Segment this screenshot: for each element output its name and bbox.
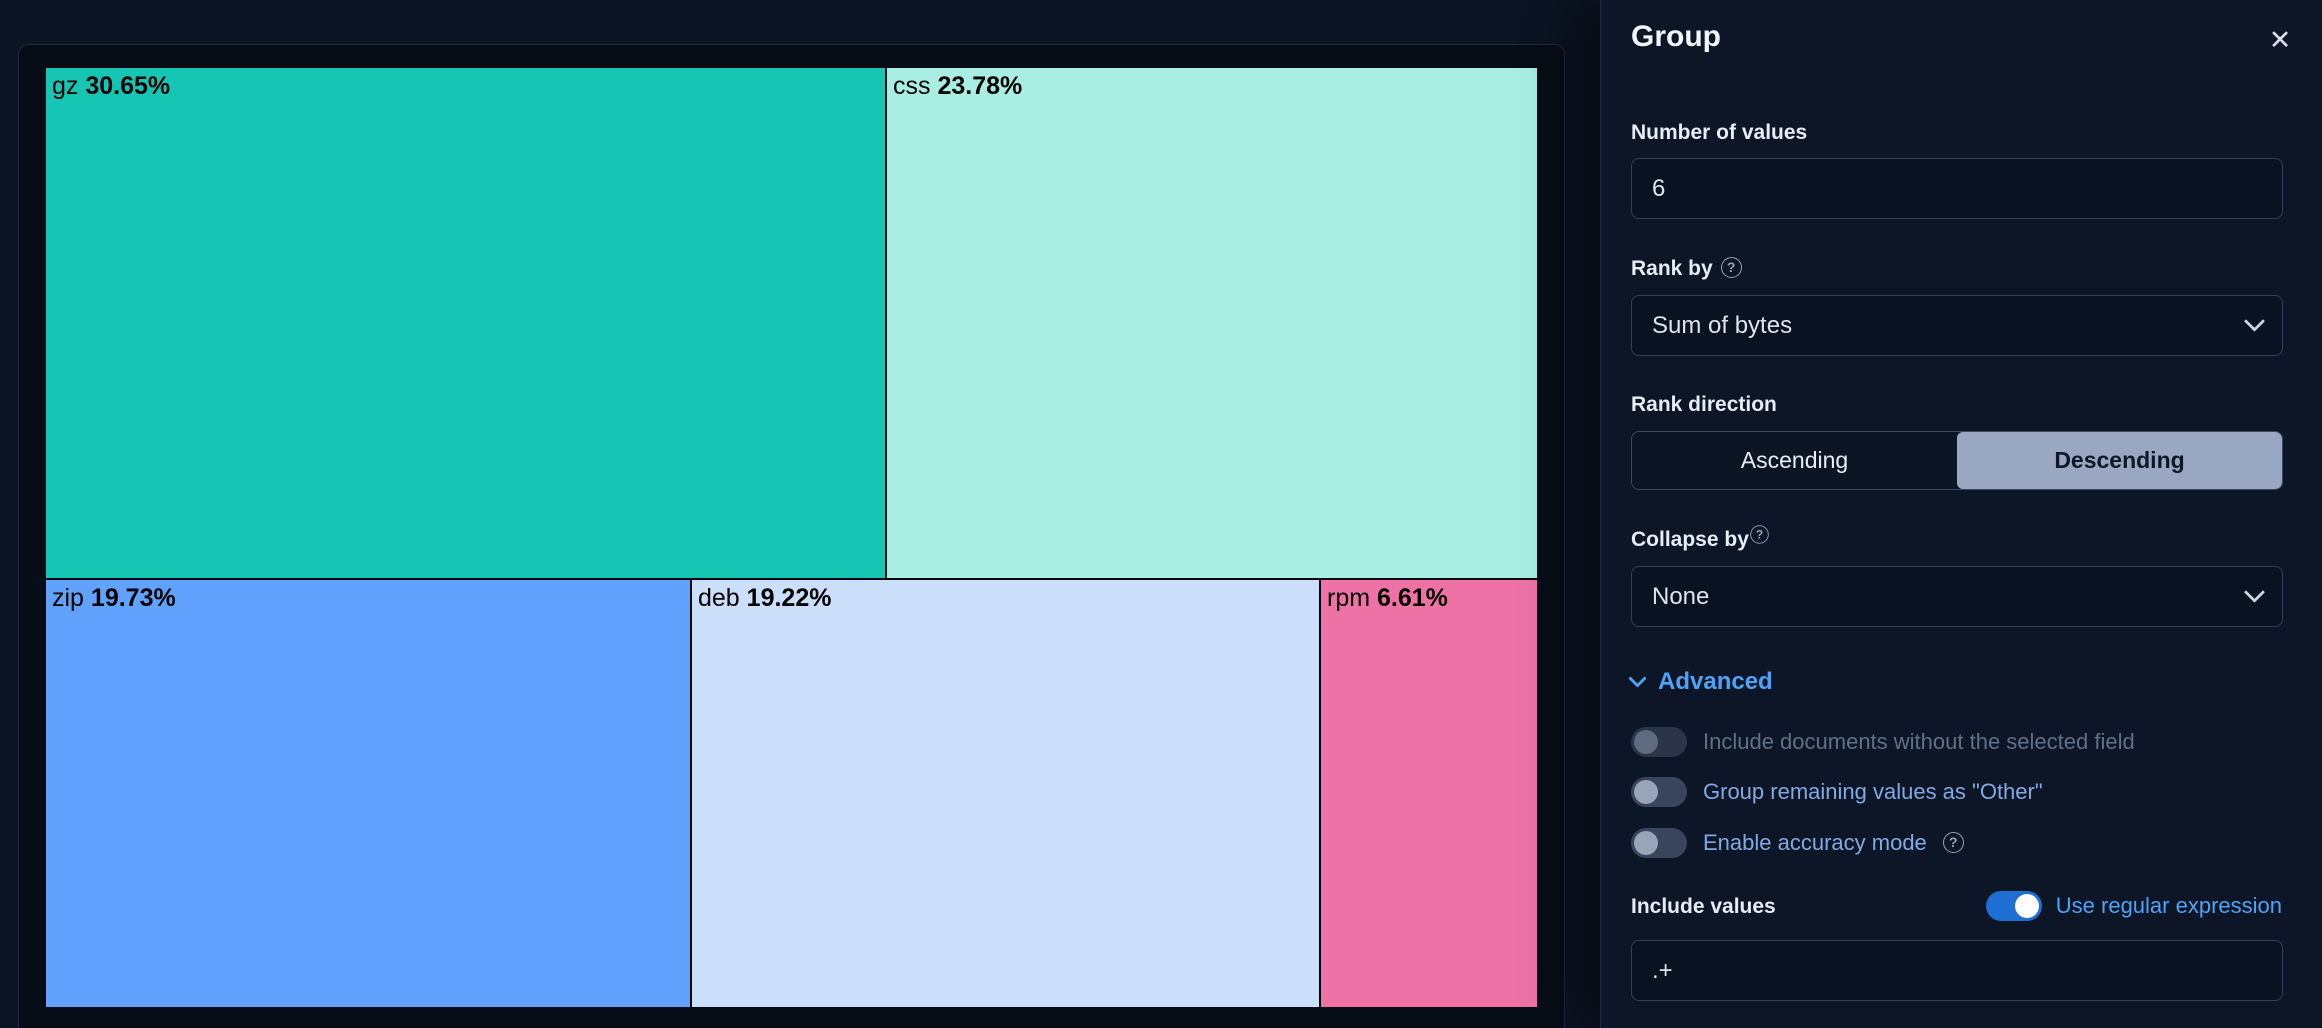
tile-label: deb 19.22% — [698, 584, 832, 612]
treemap: gz 30.65% css 23.78% zip 19.73% deb 19.2… — [45, 67, 1538, 1008]
chevron-down-icon — [2243, 581, 2266, 603]
accuracy-mode-toggle-row: Enable accuracy mode ? — [1631, 828, 1964, 858]
treemap-tile-css[interactable]: css 23.78% — [886, 67, 1538, 579]
chevron-down-icon — [2243, 310, 2266, 332]
group-flyout: Group ✕ Number of values Rank by ? Sum o… — [1600, 0, 2322, 1028]
include-values-label: Include values — [1631, 894, 1776, 918]
include-values-row: Include values Use regular expression — [1631, 891, 2282, 921]
number-of-values-label: Number of values — [1631, 121, 1808, 144]
descending-button[interactable]: Descending — [1957, 432, 2282, 489]
accuracy-mode-switch[interactable] — [1631, 828, 1687, 858]
rank-direction-button-group: Ascending Descending — [1631, 431, 2283, 490]
help-icon[interactable]: ? — [1942, 831, 1964, 853]
tile-label: zip 19.73% — [52, 584, 176, 612]
group-other-label[interactable]: Group remaining values as "Other" — [1703, 779, 2043, 804]
flyout-title: Group — [1631, 20, 1721, 53]
accuracy-mode-label[interactable]: Enable accuracy mode — [1703, 830, 1927, 855]
close-icon[interactable]: ✕ — [2268, 24, 2292, 55]
include-docs-label: Include documents without the selected f… — [1703, 729, 2135, 754]
chevron-down-icon — [1628, 668, 1647, 688]
treemap-tile-deb[interactable]: deb 19.22% — [691, 579, 1320, 1008]
rank-by-label: Rank by ? — [1631, 255, 1742, 282]
group-other-toggle-row: Group remaining values as "Other" — [1631, 777, 2043, 807]
tile-label: css 23.78% — [893, 72, 1023, 100]
ascending-button[interactable]: Ascending — [1632, 432, 1957, 489]
group-other-switch[interactable] — [1631, 777, 1687, 807]
number-of-values-input[interactable] — [1631, 158, 2283, 219]
treemap-tile-gz[interactable]: gz 30.65% — [45, 67, 886, 579]
help-icon[interactable]: ? — [1750, 525, 1769, 544]
include-docs-switch[interactable] — [1631, 727, 1687, 757]
treemap-tile-zip[interactable]: zip 19.73% — [45, 579, 691, 1008]
use-regex-label[interactable]: Use regular expression — [2055, 893, 2282, 918]
rank-direction-label: Rank direction — [1631, 393, 1777, 416]
collapse-by-select[interactable]: None — [1631, 566, 2283, 627]
advanced-label: Advanced — [1658, 668, 1773, 695]
include-docs-toggle-row: Include documents without the selected f… — [1631, 727, 2135, 757]
collapse-by-label: Collapse by ? — [1631, 525, 1770, 553]
tile-label: gz 30.65% — [52, 72, 171, 100]
rank-by-select[interactable]: Sum of bytes — [1631, 295, 2283, 356]
include-values-input[interactable] — [1631, 940, 2283, 1001]
help-icon[interactable]: ? — [1720, 257, 1742, 278]
treemap-chart-panel: gz 30.65% css 23.78% zip 19.73% deb 19.2… — [18, 44, 1565, 1028]
advanced-accordion-toggle[interactable]: Advanced — [1628, 668, 1773, 696]
tile-label: rpm 6.61% — [1327, 584, 1448, 612]
use-regex-switch[interactable] — [1985, 891, 2042, 921]
treemap-tile-rpm[interactable]: rpm 6.61% — [1320, 579, 1538, 1008]
